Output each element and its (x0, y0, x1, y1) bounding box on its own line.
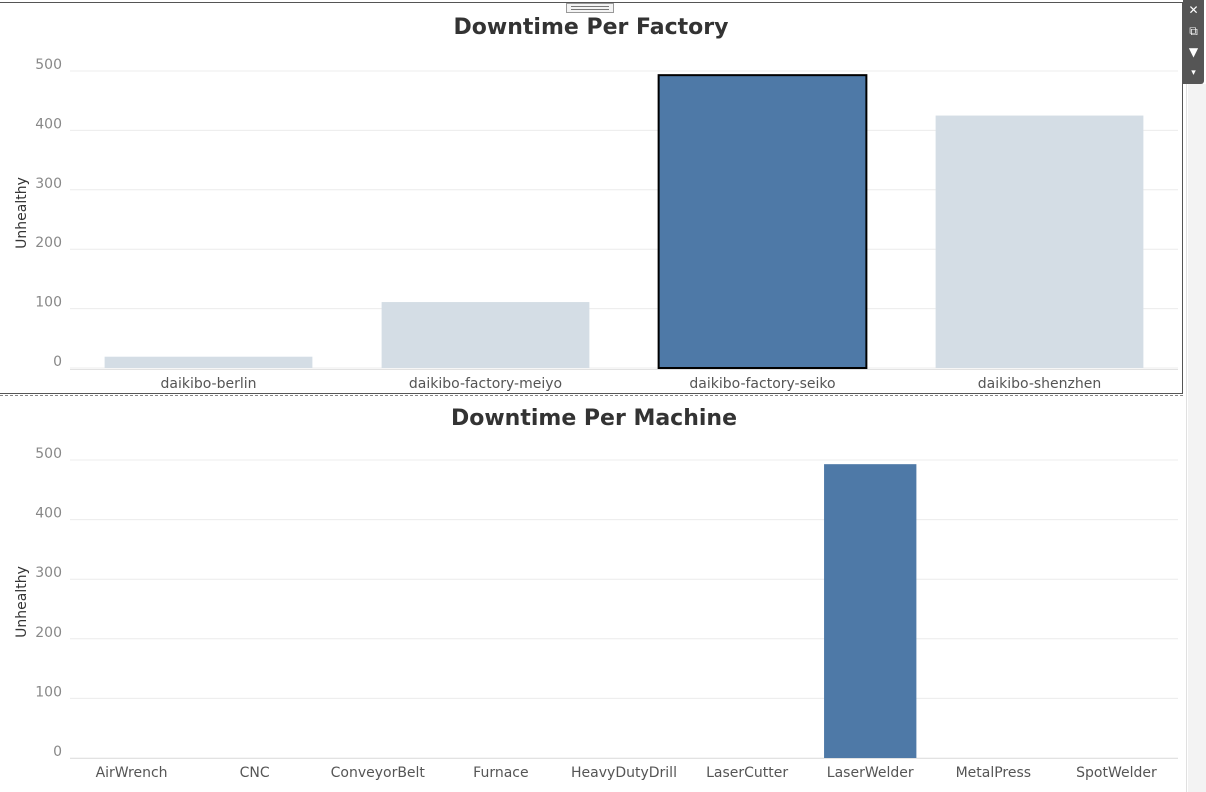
x-category-label: MetalPress (956, 765, 1032, 781)
filter-icon[interactable]: ▼ (1188, 44, 1199, 59)
y-tick-label: 300 (35, 565, 62, 581)
y-tick-label: 500 (35, 57, 62, 73)
y-tick-label: 300 (35, 176, 62, 192)
y-tick-label: 0 (53, 744, 62, 760)
x-category-label: daikibo-factory-seiko (689, 376, 835, 392)
bar-daikibo-shenzhen[interactable] (935, 115, 1144, 368)
y-axis-title: Unhealthy (14, 177, 30, 249)
scrollbar[interactable] (1188, 84, 1206, 792)
bar-daikibo-factory-seiko[interactable] (657, 74, 868, 370)
x-category-label: Furnace (473, 765, 528, 781)
close-icon[interactable]: ✕ (1188, 2, 1199, 17)
bar-daikibo-berlin[interactable] (104, 356, 313, 368)
dropdown-icon[interactable]: ▾ (1191, 67, 1196, 78)
x-category-label: CNC (240, 765, 270, 781)
x-category-label: LaserCutter (706, 765, 788, 781)
y-tick-label: 500 (35, 446, 62, 462)
popout-icon[interactable]: ⧉ (1189, 23, 1198, 38)
x-category-label: HeavyDutyDrill (571, 765, 677, 781)
factory-bar-chart: 0 100 200 300 400 500 daikibo-berlin daikibo-fa… (14, 57, 1178, 392)
x-category-label: ConveyorBelt (331, 765, 426, 781)
y-tick-label: 200 (35, 625, 62, 641)
y-axis-title: Unhealthy (14, 566, 30, 638)
machine-chart-panel[interactable]: Downtime Per Machine 0 100 200 300 400 500 Air… (0, 398, 1188, 792)
worksheet-toolbar: ✕ ⧉ ▼ ▾ (1183, 0, 1204, 84)
factory-chart-panel[interactable]: Downtime Per Factory 0 100 200 300 400 500 dai… (0, 2, 1183, 394)
y-tick-label: 400 (35, 506, 62, 522)
x-category-label: SpotWelder (1076, 765, 1157, 781)
y-tick-label: 200 (35, 235, 62, 251)
y-tick-label: 100 (35, 295, 62, 311)
y-tick-label: 100 (35, 684, 62, 700)
x-category-label: daikibo-berlin (160, 376, 256, 392)
chart-title: Downtime Per Factory (453, 15, 729, 40)
scrollbar-divider (1186, 84, 1187, 792)
y-tick-label: 400 (35, 116, 62, 132)
x-category-label: daikibo-factory-meiyo (409, 376, 562, 392)
drag-handle[interactable] (566, 3, 614, 13)
x-category-label: daikibo-shenzhen (978, 376, 1101, 392)
bar-laserwelder[interactable] (824, 464, 917, 758)
machine-bar-chart: 0 100 200 300 400 500 AirWrench CNC ConveyorBelt… (14, 446, 1178, 781)
chart-title: Downtime Per Machine (450, 406, 738, 431)
bar-daikibo-factory-meiyo[interactable] (381, 302, 590, 368)
y-tick-label: 0 (53, 354, 62, 370)
panel-divider (0, 395, 1183, 396)
x-category-label: AirWrench (96, 765, 168, 781)
x-category-label: LaserWelder (827, 765, 914, 781)
